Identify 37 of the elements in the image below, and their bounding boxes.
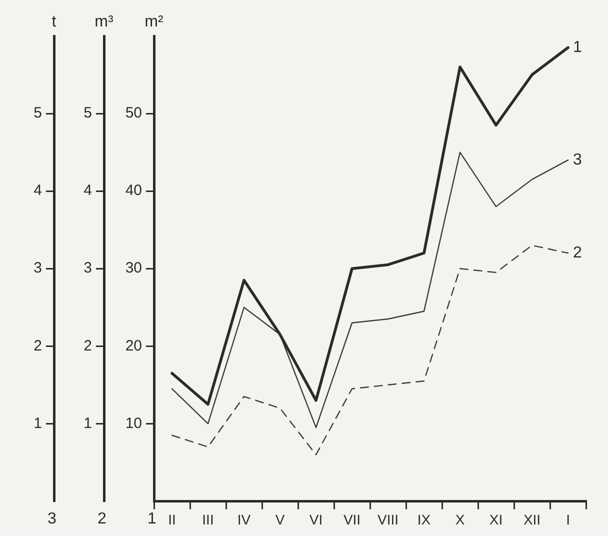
x-tick-label: VI bbox=[309, 511, 323, 528]
y-tick-label: 10 bbox=[125, 414, 142, 432]
x-tick-label: X bbox=[455, 511, 466, 528]
y2-tick-label: 1 bbox=[84, 414, 92, 432]
line-series bbox=[171, 244, 569, 456]
text: 3 bbox=[48, 510, 56, 528]
y2-axis-title: m³ bbox=[94, 13, 114, 30]
y-axis-title: m² bbox=[144, 13, 164, 30]
x-tick-label: VII bbox=[343, 511, 361, 528]
y-tick-label: 50 bbox=[125, 104, 142, 122]
y3-tick-label: 1 bbox=[34, 414, 42, 432]
x-tick-label: XI bbox=[489, 511, 503, 528]
y-tick-label: 40 bbox=[125, 182, 142, 200]
x-tick-label: VIII bbox=[377, 511, 399, 528]
series-label: 1 bbox=[573, 39, 582, 56]
text: 2 bbox=[98, 510, 106, 528]
y2-tick-label: 4 bbox=[84, 182, 92, 200]
series-label: 3 bbox=[573, 151, 582, 168]
y3-tick-label: 5 bbox=[34, 104, 42, 122]
y3-tick-label: 3 bbox=[34, 260, 42, 277]
x-tick-label: XII bbox=[523, 511, 541, 528]
x-tick-label: V bbox=[275, 511, 286, 528]
y3-tick-label: 4 bbox=[34, 182, 42, 200]
y2-tick-label: 5 bbox=[84, 104, 92, 122]
x-tick-label: I bbox=[566, 511, 570, 528]
x-tick-label: IV bbox=[237, 511, 252, 528]
x-tick-label: IX bbox=[417, 511, 432, 528]
text: 1 bbox=[148, 510, 156, 528]
y-tick-label: 20 bbox=[125, 337, 142, 354]
y-tick-label: 30 bbox=[125, 260, 142, 277]
y3-tick-label: 2 bbox=[34, 337, 42, 354]
x-tick-label: III bbox=[202, 511, 214, 528]
y2-tick-label: 2 bbox=[84, 337, 92, 354]
y2-tick-label: 3 bbox=[84, 260, 92, 277]
y3-axis-title: t bbox=[52, 13, 57, 30]
series-label: 2 bbox=[573, 244, 582, 262]
x-tick-label: II bbox=[168, 511, 176, 528]
